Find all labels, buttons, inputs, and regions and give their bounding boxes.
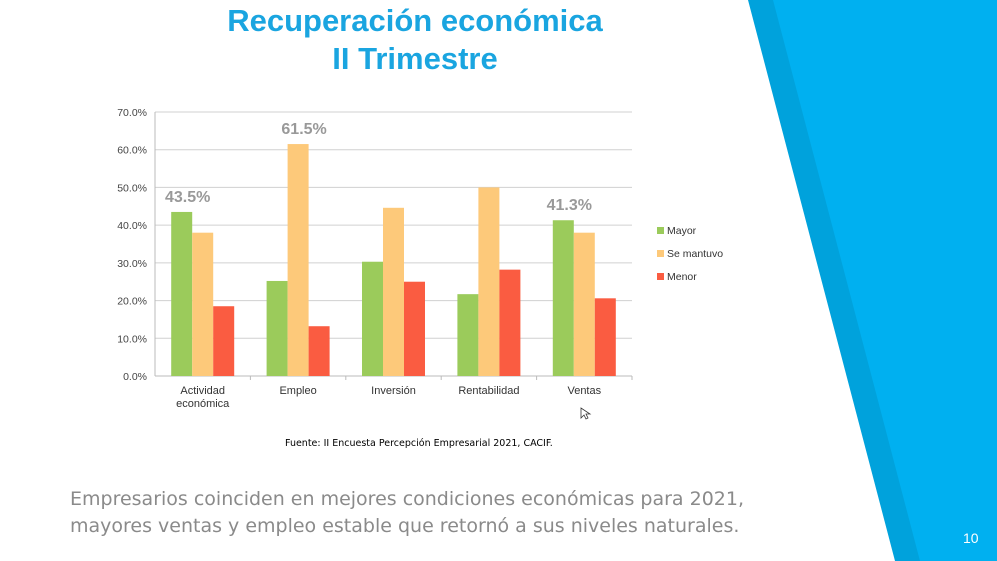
bar-mayor <box>266 280 288 376</box>
bar-menor <box>213 306 235 376</box>
y-tick-label: 10.0% <box>117 333 147 345</box>
legend-swatch <box>657 227 664 234</box>
data-label: 61.5% <box>281 121 326 138</box>
y-tick-label: 30.0% <box>117 258 147 270</box>
bar-menor <box>404 281 425 376</box>
legend-label: Se mantuvo <box>667 248 723 260</box>
y-tick-label: 20.0% <box>117 296 147 308</box>
x-tick-label: Inversión <box>371 385 416 397</box>
caption-line1: Empresarios coinciden en mejores condici… <box>70 488 744 510</box>
legend-swatch <box>657 273 664 280</box>
source-note: Fuente: II Encuesta Percepción Empresari… <box>285 438 553 449</box>
mouse-cursor-icon <box>580 407 592 420</box>
legend-label: Mayor <box>667 225 697 237</box>
bar-mayor <box>552 220 574 376</box>
data-label: 43.5% <box>165 189 210 206</box>
bar-menor <box>499 269 521 376</box>
bar-se-mantuvo <box>383 207 404 376</box>
x-tick-label: Empleo <box>279 385 316 397</box>
bar-mayor <box>171 211 193 376</box>
bar-se-mantuvo <box>287 144 309 376</box>
y-tick-label: 0.0% <box>123 371 147 383</box>
accent-band-dark <box>748 0 922 561</box>
accent-band <box>773 0 997 561</box>
slide-title-line1: Recuperación económica <box>227 3 603 38</box>
bar-mayor <box>362 261 383 376</box>
y-tick-label: 60.0% <box>117 145 147 157</box>
caption-line2: mayores ventas y empleo estable que reto… <box>70 515 740 537</box>
slide-caption: Empresarios coinciden en mejores condici… <box>70 486 744 540</box>
y-tick-label: 40.0% <box>117 220 147 232</box>
slide-title-line2: II Trimestre <box>332 41 498 76</box>
page-number: 10 <box>963 530 979 546</box>
bar-mayor <box>457 294 479 376</box>
bar-se-mantuvo <box>192 232 214 376</box>
bar-se-mantuvo <box>478 187 500 376</box>
x-tick-label: Rentabilidad <box>458 385 519 397</box>
y-tick-label: 50.0% <box>117 182 147 194</box>
data-label: 41.3% <box>547 197 592 214</box>
y-tick-label: 70.0% <box>117 107 147 119</box>
bar-menor <box>594 298 616 376</box>
x-tick-label: económica <box>176 398 230 410</box>
legend-label: Menor <box>667 271 697 283</box>
bar-menor <box>308 326 330 376</box>
legend-swatch <box>657 250 664 257</box>
bar-se-mantuvo <box>573 232 595 376</box>
x-tick-label: Actividad <box>180 385 225 397</box>
x-tick-label: Ventas <box>567 385 601 397</box>
